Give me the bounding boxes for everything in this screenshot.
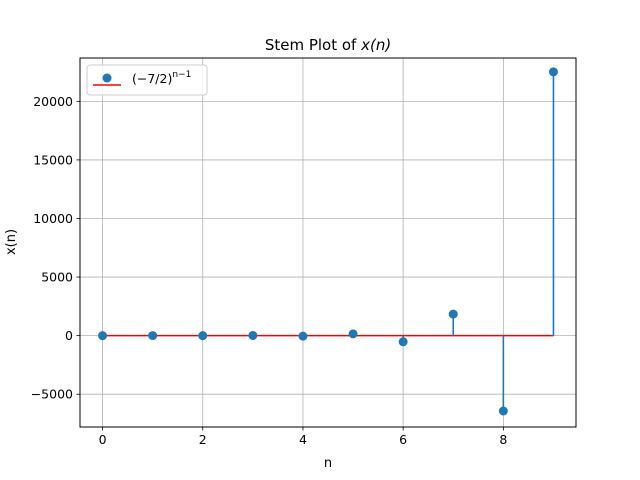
y-tick-label: −5000 [31,387,73,402]
y-tick-label: 15000 [33,152,73,167]
x-tick-label: 8 [499,432,507,447]
legend-box [86,64,208,96]
x-tick-label: 0 [99,432,107,447]
x-tick-label: 6 [399,432,407,447]
y-tick-label: 0 [65,328,73,343]
x-tick-label: 4 [299,432,307,447]
stem-marker [348,329,358,339]
legend-marker-swatch [102,73,112,83]
stem-marker [398,337,408,347]
markers-layer [98,67,558,416]
x-tick-label: 2 [199,432,207,447]
ticks: 0 2 4 6 8 −5000 0 5000 10000 15000 20000 [31,94,508,447]
stem-marker [98,331,108,341]
y-tick-label: 5000 [41,270,73,285]
stem-marker [298,331,308,341]
grid [80,58,576,427]
legend: (−7/2)n−1 [86,64,208,96]
legend-entry-label: (−7/2)n−1 [132,70,191,86]
y-tick-label: 20000 [33,94,73,109]
stem-marker [498,406,508,416]
stem-marker [548,67,558,77]
y-tick-label: 10000 [33,211,73,226]
chart-title: Stem Plot of x(n) [265,36,391,54]
stem-marker [448,309,458,319]
x-axis-label: n [324,456,332,471]
stem-marker [148,331,158,341]
plot-frame [79,57,577,428]
stem-marker [248,330,258,340]
y-axis-label: x(n) [4,229,19,255]
stem-marker [198,331,208,341]
